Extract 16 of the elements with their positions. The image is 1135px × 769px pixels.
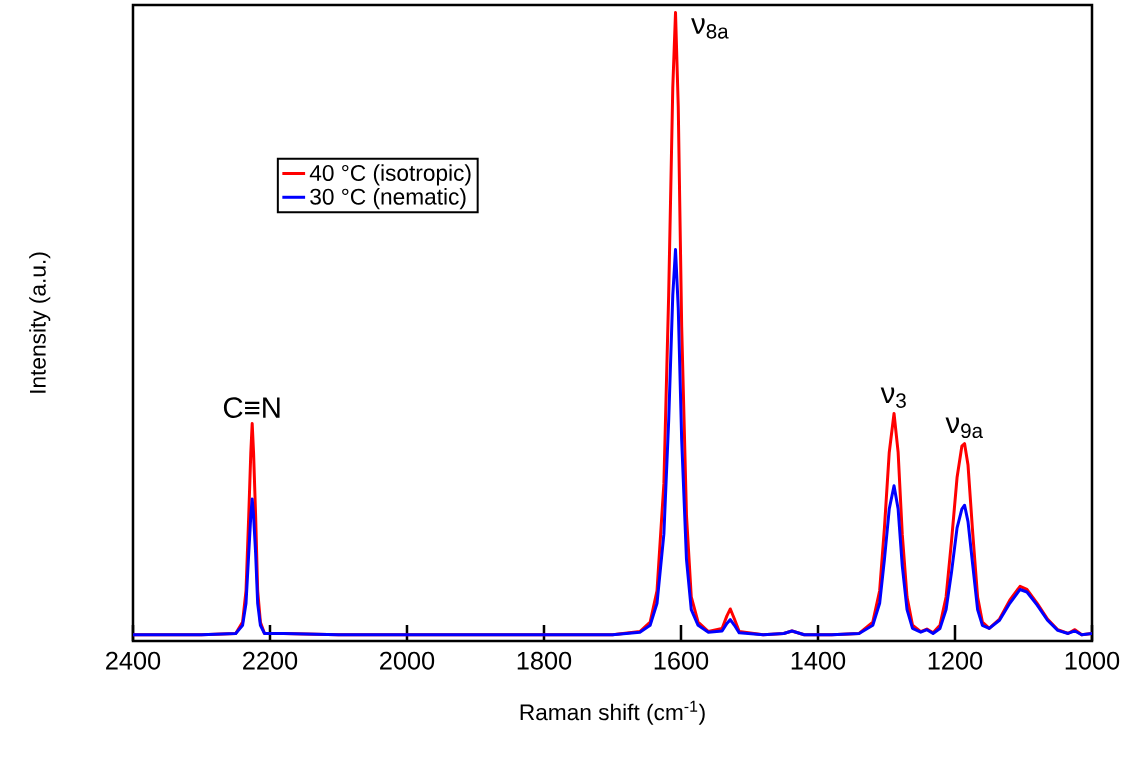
x-tick-label: 1200 <box>928 651 983 670</box>
legend-label: 40 °C (isotropic) <box>309 164 471 186</box>
annotation: ν$_{8a}$ <box>691 18 729 39</box>
x-tick-label: 1800 <box>517 651 572 670</box>
annotation: C≡N <box>223 397 280 418</box>
x-tick-label: 2200 <box>243 651 298 670</box>
x-tick-label: 1400 <box>791 651 846 670</box>
x-tick-label: 2400 <box>106 651 161 670</box>
annotation: ν$_{3}$ <box>880 387 906 408</box>
x-tick-label: 1000 <box>1065 651 1120 670</box>
x-tick-label: 2000 <box>380 651 435 670</box>
annotation: ν$_{9a}$ <box>945 417 983 439</box>
x-tick-label: 1600 <box>654 651 709 670</box>
y-axis-title: Intensity (a.u.) <box>29 252 51 393</box>
x-axis-title: Raman shift (cm$^{-1}$) <box>520 700 705 725</box>
legend-label: 30 °C (nematic) <box>310 188 466 210</box>
